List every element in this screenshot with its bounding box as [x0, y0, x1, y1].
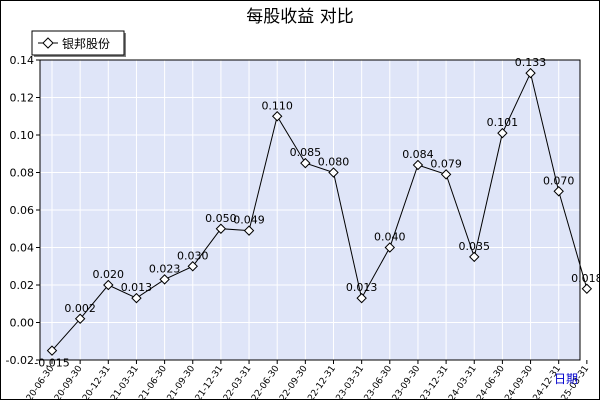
data-label: 0.110 [261, 99, 293, 112]
legend: 银邦股份 [31, 30, 126, 57]
data-point-marker [497, 127, 508, 139]
data-point-marker [384, 242, 396, 253]
x-axis-label: 日期 [554, 372, 578, 386]
data-label: 0.049 [233, 214, 265, 227]
y-axis-ticks: -0.02 0.00 0.02 0.04 0.06 0.08 0.10 0.12 0.14 [6, 54, 40, 367]
data-label: 0.080 [318, 156, 350, 169]
data-label: 0.018 [571, 272, 600, 285]
y-tick-label: 0.02 [10, 279, 35, 292]
data-point-marker [187, 261, 198, 272]
data-point-marker [103, 279, 114, 291]
data-label: 0.085 [290, 146, 322, 159]
y-tick-label: 0.00 [10, 317, 35, 330]
data-point-marker [74, 313, 86, 324]
grid-lines [40, 59, 588, 361]
data-label: 0.084 [402, 148, 434, 161]
data-label: 0.030 [177, 249, 209, 262]
y-tick-label: 0.08 [10, 167, 35, 180]
data-label: 0.023 [149, 262, 181, 275]
data-point-marker [215, 223, 227, 234]
data-point-marker [356, 292, 367, 304]
data-label: 0.050 [205, 212, 237, 225]
data-label: -0.015 [34, 357, 69, 370]
data-label: 0.133 [515, 56, 547, 69]
y-tick-label: 0.12 [10, 92, 35, 105]
data-point-marker [159, 274, 170, 285]
chart-title: 每股收益 对比 [246, 7, 353, 27]
data-label: 0.101 [487, 116, 519, 129]
data-label: 0.013 [121, 281, 153, 294]
data-label: 0.070 [543, 174, 575, 187]
y-tick-label: 0.04 [10, 242, 35, 255]
y-tick-label: 0.10 [10, 129, 35, 142]
data-point-marker [525, 67, 536, 79]
data-point-marker [46, 345, 58, 356]
data-labels: -0.0150.0020.0200.0130.0230.0300.0500.04… [34, 56, 600, 370]
data-label: 0.040 [374, 231, 406, 244]
data-point-marker [243, 225, 255, 236]
legend-label: 银邦股份 [62, 37, 110, 51]
legend-diamond-icon [42, 37, 54, 49]
data-label: 0.035 [459, 240, 491, 253]
data-point-marker [271, 111, 283, 122]
y-tick-label: -0.02 [6, 354, 34, 367]
data-label: 0.079 [430, 157, 462, 170]
data-point-marker [328, 167, 339, 178]
data-label: 0.002 [64, 302, 96, 315]
y-tick-label: 0.14 [10, 54, 35, 67]
data-point-marker [581, 283, 593, 294]
data-label: 0.020 [93, 268, 125, 281]
series-layer [46, 67, 593, 356]
data-point-marker [469, 251, 480, 263]
data-point-marker [300, 157, 311, 169]
y-tick-label: 0.06 [10, 204, 35, 217]
data-point-marker [553, 186, 564, 197]
data-point-marker [412, 159, 424, 171]
data-point-marker [440, 169, 452, 180]
series-line [51, 71, 588, 351]
data-point-marker [131, 292, 142, 304]
data-label: 0.013 [346, 281, 378, 294]
